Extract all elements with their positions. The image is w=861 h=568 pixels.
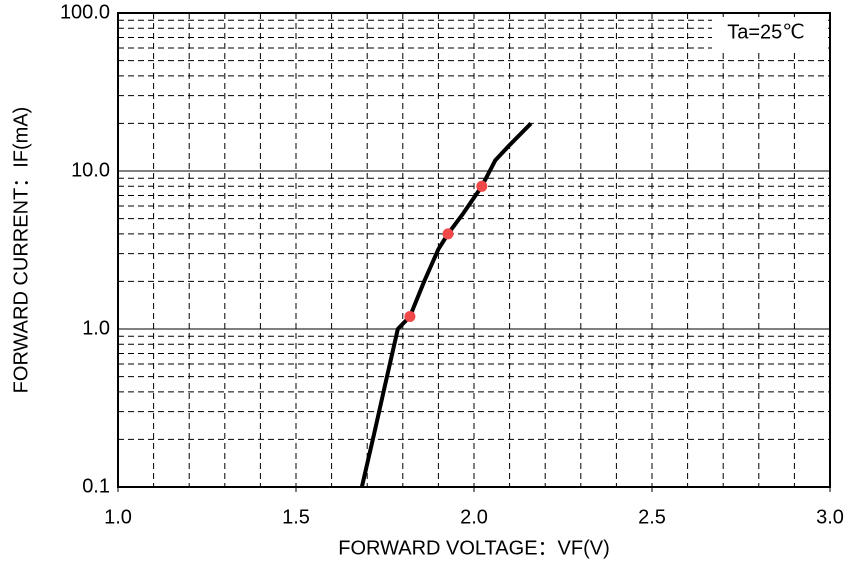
y-axis-label: FORWARD CURRENT：IF(mA) (10, 107, 32, 394)
y-tick-label: 10.0 (71, 159, 110, 181)
annotation: Ta=25℃ (727, 21, 805, 43)
x-tick-label: 3.0 (816, 506, 844, 528)
x-tick-label: 1.0 (104, 506, 132, 528)
x-tick-label: 1.5 (282, 506, 310, 528)
annotation-box (712, 17, 824, 49)
x-tick-label: 2.0 (460, 506, 488, 528)
y-tick-label: 0.1 (82, 475, 110, 497)
series-line (359, 122, 533, 488)
data-point (476, 180, 488, 192)
data-point (442, 228, 454, 240)
plot-frame (117, 12, 831, 488)
y-tick-label: 100.0 (60, 1, 110, 23)
data-point (404, 310, 416, 322)
x-axis-label: FORWARD VOLTAGE：VF(V) (338, 537, 610, 559)
x-tick-label: 2.5 (638, 506, 666, 528)
y-tick-label: 1.0 (82, 317, 110, 339)
